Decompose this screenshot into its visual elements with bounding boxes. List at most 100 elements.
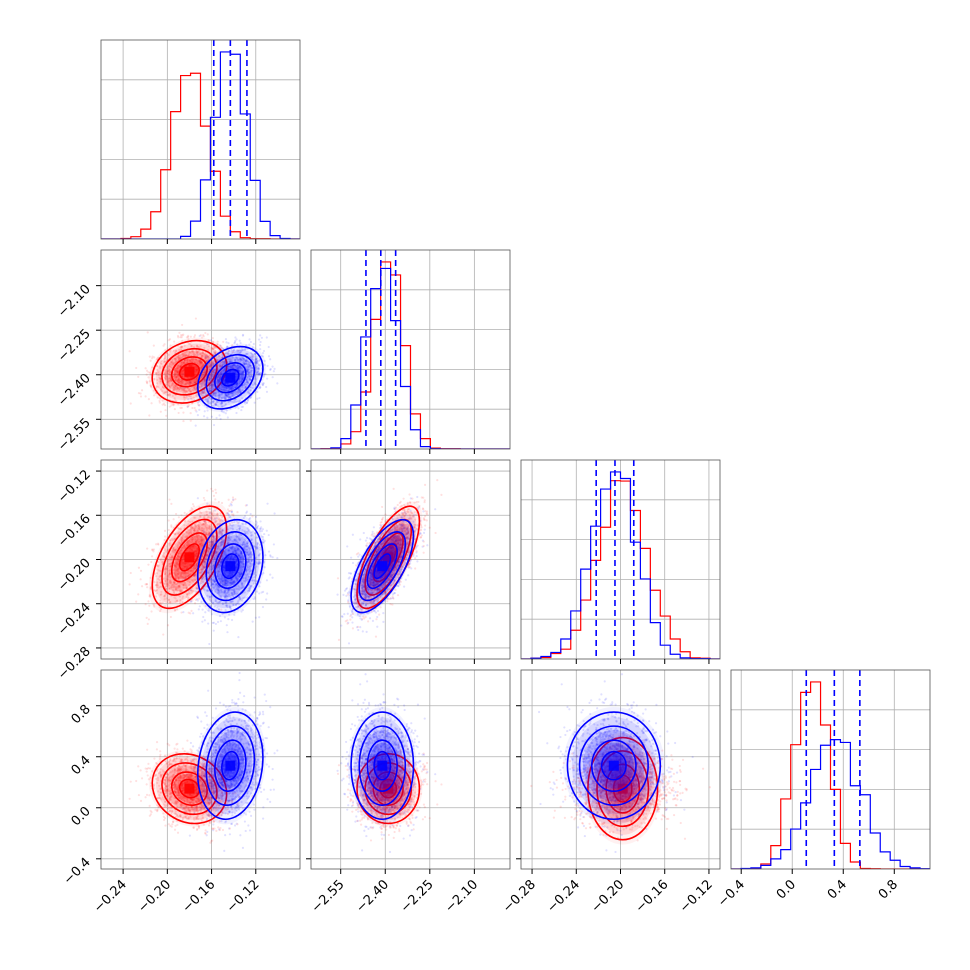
scatter-point [163,529,167,532]
scatter-point [245,360,248,363]
scatter-point [187,539,190,542]
scatter-point [168,556,172,559]
scatter-point [195,579,198,582]
scatter-point [188,539,191,543]
scatter-point [158,401,161,404]
scatter-point [174,597,177,600]
scatter-point [174,378,177,381]
scatter-point [164,566,167,569]
scatter-point [216,513,219,516]
scatter-point [253,401,256,404]
scatter-point [241,565,244,568]
scatter-point [211,543,214,546]
scatter-point [155,575,158,578]
scatter-point [171,556,174,559]
scatter-point [198,404,201,407]
scatter-point [235,382,239,386]
scatter-point [200,568,203,571]
scatter-point [219,514,222,517]
scatter-point [204,557,207,560]
scatter-point [217,355,220,358]
scatter-point [191,579,194,582]
scatter-point [166,393,170,397]
scatter-point [231,351,234,355]
scatter-point [182,583,185,586]
scatter-point [208,362,212,365]
scatter-point [238,380,241,383]
scatter-point [172,590,175,593]
scatter-point [173,574,177,578]
scatter-point [195,550,198,553]
scatter-point [200,568,203,571]
scatter-point [190,381,193,384]
scatter-point [197,528,201,531]
scatter-point [225,387,228,390]
scatter-point [247,365,250,369]
scatter-point [192,580,195,583]
scatter-point [174,566,177,569]
scatter-point [173,408,176,411]
scatter-point [189,397,192,400]
scatter-point [180,371,183,374]
scatter-point [176,570,180,573]
scatter-point [258,364,262,367]
scatter-point [213,370,216,374]
scatter-point [208,396,211,399]
scatter-point [189,394,193,398]
scatter-point [218,364,222,367]
scatter-point [189,612,192,615]
scatter-point [248,549,251,552]
scatter-point [220,530,223,533]
scatter-point [205,355,208,358]
scatter-point [238,349,241,352]
scatter-point [212,400,215,403]
scatter-point [179,590,182,594]
scatter-point [248,371,252,374]
scatter-point [177,576,180,579]
scatter-point [222,380,226,383]
scatter-point [208,376,211,379]
scatter-point [145,616,148,619]
scatter-point [160,359,163,362]
scatter-point [224,579,227,582]
scatter-point [230,547,233,550]
scatter-point [220,540,223,544]
scatter-point [211,540,214,543]
scatter-point [194,409,197,412]
scatter-point [194,523,197,526]
scatter-point [224,338,228,341]
scatter-point [191,538,195,541]
scatter-point [162,578,165,581]
scatter-point [176,370,179,374]
scatter-point [193,529,197,533]
scatter-point [155,365,159,368]
scatter-point [183,571,186,574]
scatter-point [184,354,187,357]
scatter-point [184,565,187,568]
scatter-point [168,369,171,372]
scatter-point [229,595,232,598]
scatter-point [207,547,210,550]
scatter-point [177,572,180,575]
scatter-point [203,559,206,563]
scatter-point [183,388,186,391]
scatter-point [232,364,235,367]
scatter-point [263,359,266,362]
scatter-point [212,363,215,366]
scatter-point [243,362,246,365]
scatter-point [176,573,180,576]
scatter-point [273,512,276,515]
scatter-point [152,589,156,592]
scatter-point [199,352,202,355]
scatter-point [200,375,203,378]
scatter-point [178,584,181,587]
scatter-point [241,375,244,378]
scatter-point [187,337,190,341]
scatter-point [147,398,150,401]
scatter-point [204,356,207,359]
scatter-point [145,369,149,372]
scatter-point [221,410,224,413]
scatter-point [234,358,237,362]
scatter-point [208,389,211,393]
scatter-point [238,586,241,589]
